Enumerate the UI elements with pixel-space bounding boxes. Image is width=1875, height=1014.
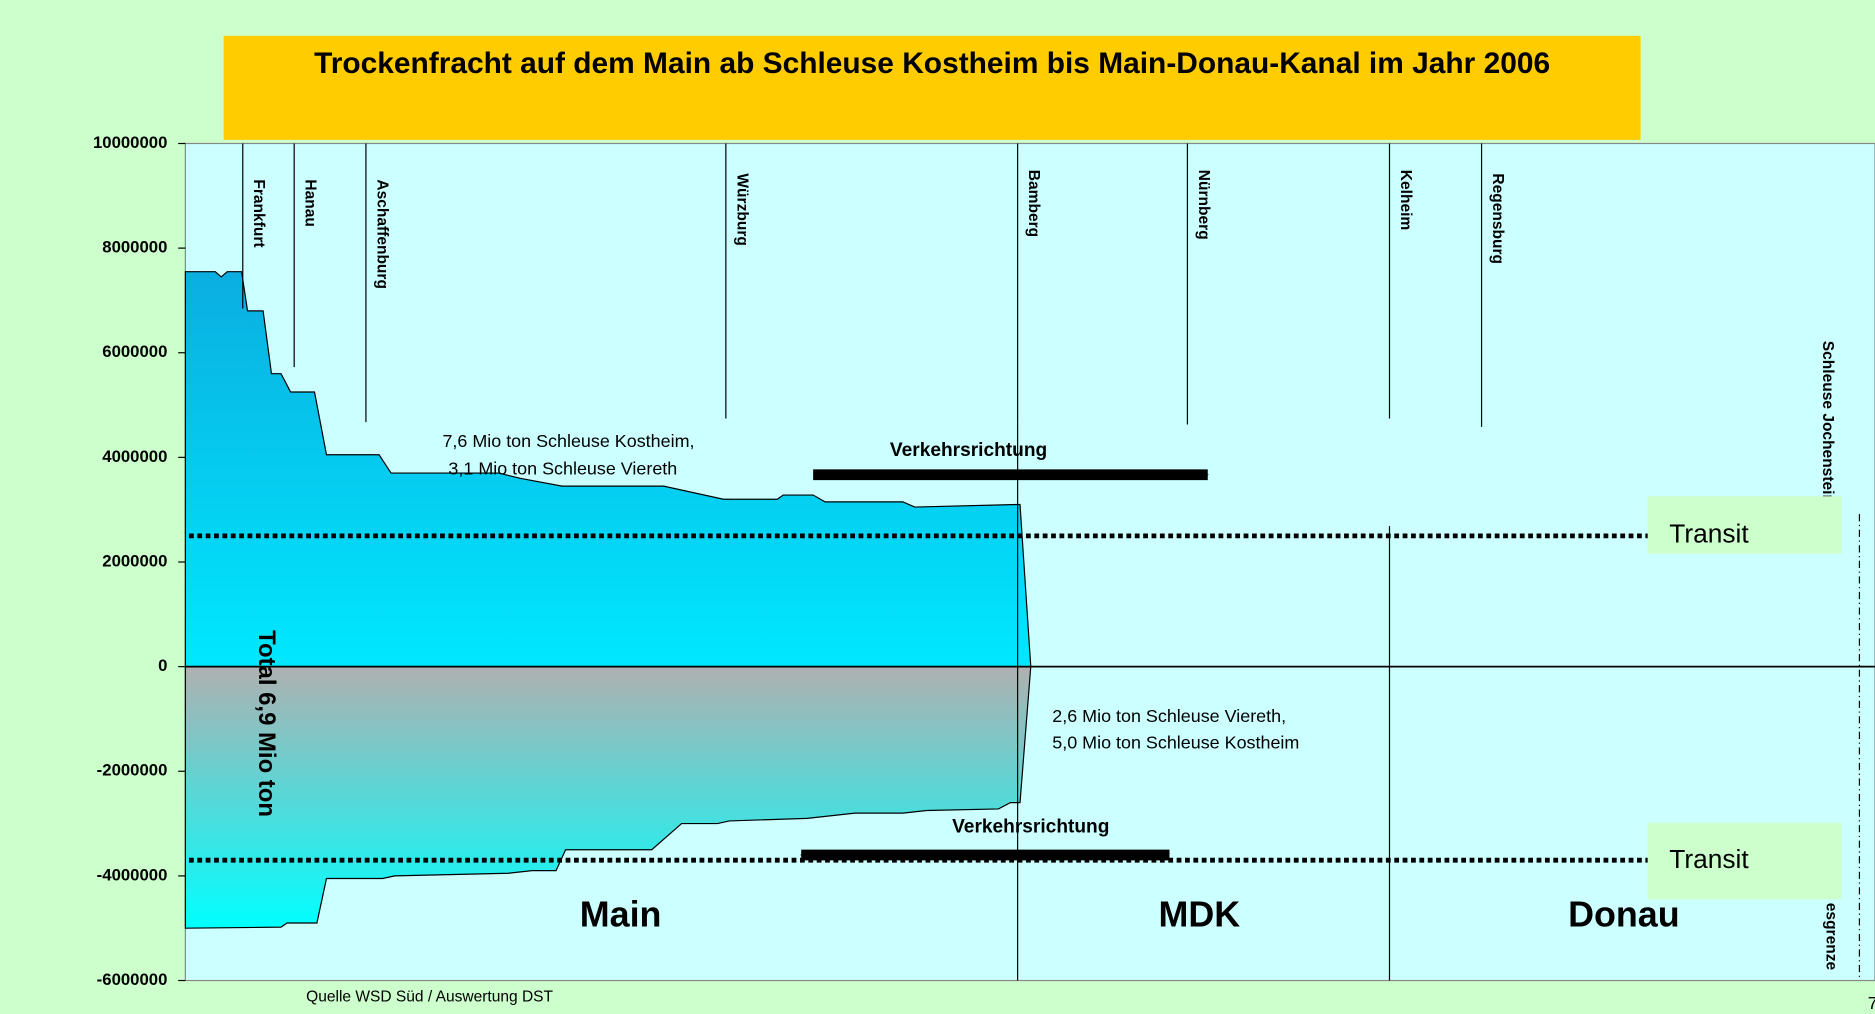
y-tick-label: -4000000 xyxy=(97,865,168,884)
marker-label: Kelheim xyxy=(1397,170,1414,230)
marker-label: Würzburg xyxy=(733,173,750,245)
y-tick-label: -2000000 xyxy=(97,761,168,780)
page-number: 7 xyxy=(1868,993,1875,1013)
marker-label: Nürnberg xyxy=(1195,170,1212,240)
area xyxy=(184,666,1032,929)
border-label: esgrenze xyxy=(1823,903,1840,971)
marker-label: Regensburg xyxy=(1489,173,1506,264)
chart-title: Trockenfracht auf dem Main ab Schleuse K… xyxy=(314,46,1551,81)
marker-label: Schleuse Jochenstein xyxy=(1819,341,1836,504)
transit-box xyxy=(1647,496,1842,554)
y-tick-label: 6000000 xyxy=(102,342,167,361)
total-label: Total 6,9 Mio ton xyxy=(253,630,280,817)
source: Quelle WSD Süd / Auswertung DST xyxy=(306,988,553,1005)
y-tick-label: 10000000 xyxy=(93,133,167,152)
y-tick-label: 8000000 xyxy=(102,238,167,257)
transit-label: Transit xyxy=(1669,844,1749,874)
area xyxy=(184,271,1032,668)
section-label: Donau xyxy=(1568,895,1680,935)
y-tick-label: -6000000 xyxy=(97,970,168,989)
marker-label: Hanau xyxy=(302,179,319,226)
note: 2,6 Mio ton Schleuse Viereth, xyxy=(1052,706,1286,726)
marker-label: Bamberg xyxy=(1025,170,1042,237)
y-tick-label: 4000000 xyxy=(102,447,167,466)
section-label: MDK xyxy=(1159,895,1241,935)
y-tick-label: 2000000 xyxy=(102,551,167,570)
marker-label: Aschaffenburg xyxy=(373,179,390,289)
title-wrap: Trockenfracht auf dem Main ab Schleuse K… xyxy=(314,46,1551,81)
transit-label: Transit xyxy=(1669,519,1749,549)
direction-label: Verkehrsrichtung xyxy=(890,440,1047,461)
transit-box xyxy=(1647,822,1842,900)
y-tick-label: 0 xyxy=(158,656,167,675)
title-box xyxy=(223,35,1641,140)
marker-label: Frankfurt xyxy=(250,179,267,247)
note: 3,1 Mio ton Schleuse Viereth xyxy=(448,459,677,479)
note: 5,0 Mio ton Schleuse Kostheim xyxy=(1052,732,1299,752)
direction-label: Verkehrsrichtung xyxy=(952,817,1109,838)
note: 7,6 Mio ton Schleuse Kostheim, xyxy=(442,431,694,451)
section-label: Main xyxy=(580,895,662,935)
